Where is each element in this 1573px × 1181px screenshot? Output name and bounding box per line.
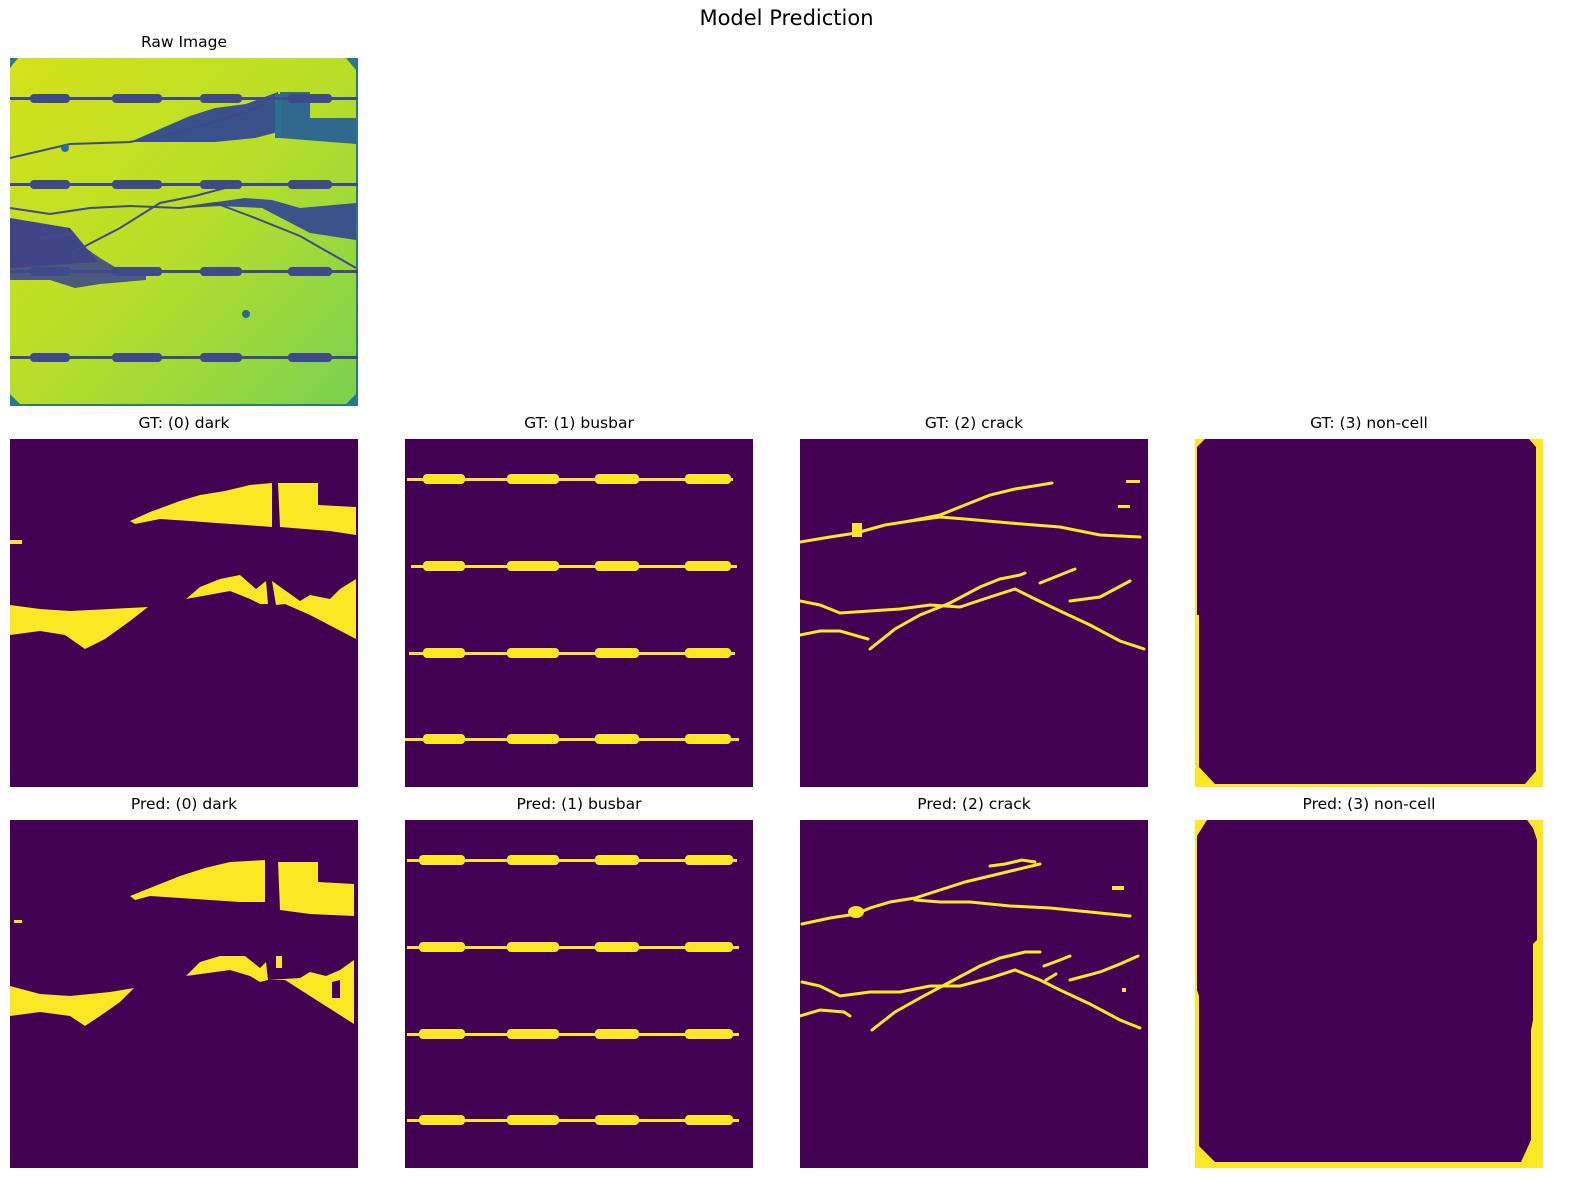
pred-crack-panel: Pred: (2) crack (800, 795, 1148, 1168)
pred-busbar-title: Pred: (1) busbar (516, 795, 642, 813)
gt-crack-mask (800, 439, 1148, 787)
pred-busbar-panel: Pred: (1) busbar (405, 795, 753, 1168)
gt-crack-title: GT: (2) crack (924, 414, 1024, 432)
raw-image-panel: Raw Image (10, 33, 358, 406)
gt-dark-title: GT: (0) dark (138, 414, 230, 432)
pred-dark-mask (10, 820, 358, 1168)
gt-busbar-panel: GT: (1) busbar (405, 414, 753, 787)
pred-crack-mask (800, 820, 1148, 1168)
pred-crack-title: Pred: (2) crack (917, 795, 1031, 813)
pred-dark-title: Pred: (0) dark (130, 795, 238, 813)
pred-busbar-mask (405, 820, 753, 1168)
pred-noncell-title: Pred: (3) non-cell (1302, 795, 1436, 813)
gt-crack-panel: GT: (2) crack (800, 414, 1148, 787)
gt-busbar-mask (405, 439, 753, 787)
gt-busbar-title: GT: (1) busbar (524, 414, 634, 432)
gt-noncell-panel: GT: (3) non-cell (1195, 414, 1543, 787)
figure-title: Model Prediction (699, 6, 874, 30)
pred-noncell-mask (1195, 820, 1543, 1168)
raw-image-title: Raw Image (140, 33, 228, 51)
gt-noncell-title: GT: (3) non-cell (1310, 414, 1428, 432)
gt-dark-panel: GT: (0) dark (10, 414, 358, 787)
gt-noncell-mask (1195, 439, 1543, 787)
pred-noncell-panel: Pred: (3) non-cell (1195, 795, 1543, 1168)
pred-dark-panel: Pred: (0) dark (10, 795, 358, 1168)
gt-dark-mask (10, 439, 358, 787)
raw-image (10, 58, 358, 406)
